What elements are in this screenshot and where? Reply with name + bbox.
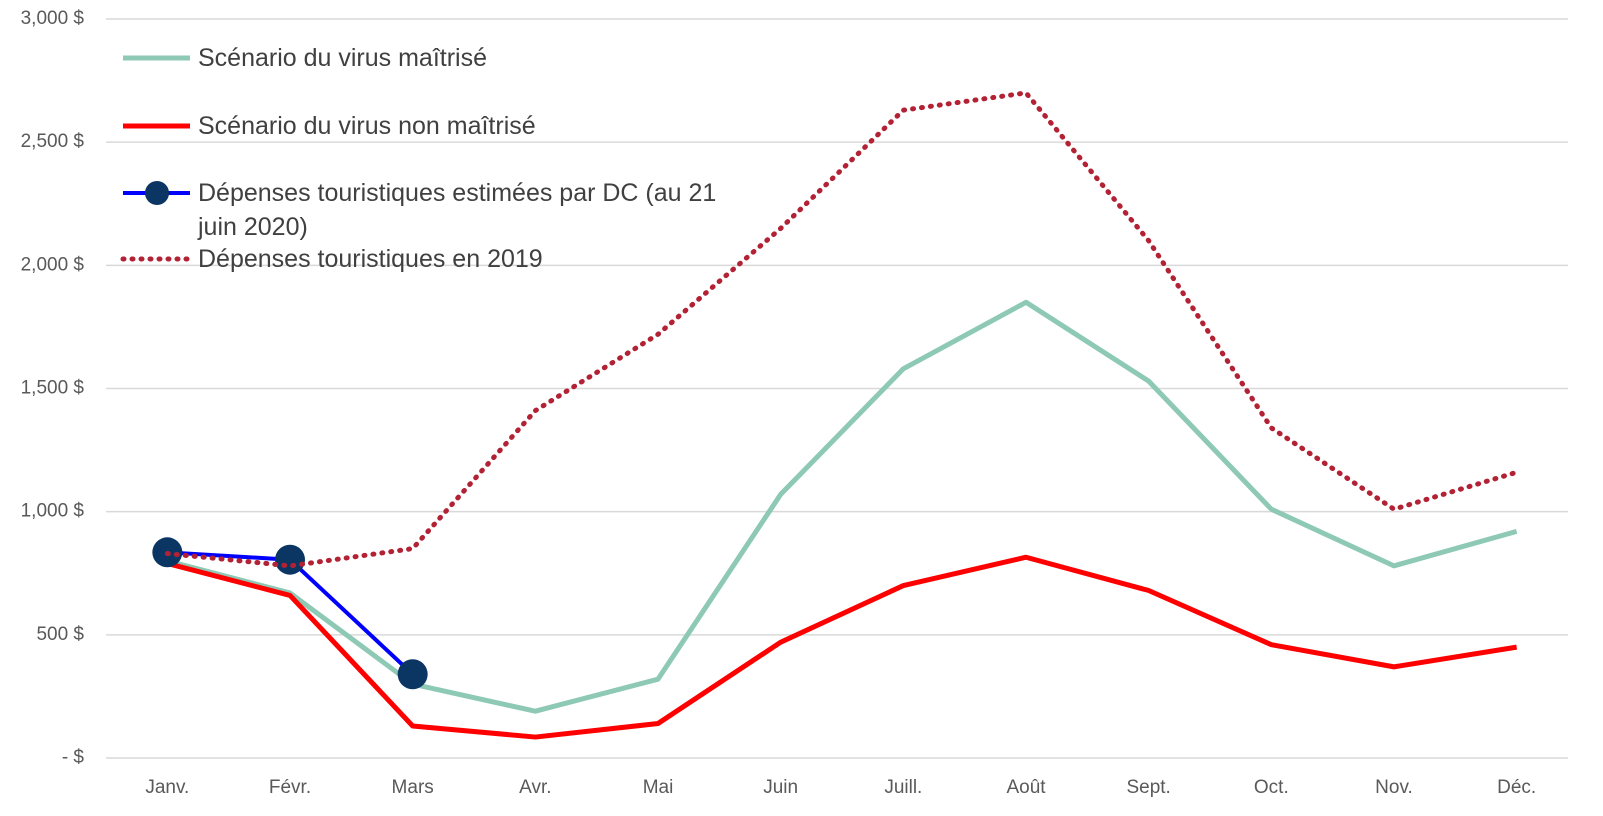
legend-marker [145,181,169,205]
x-tick-label: Mars [392,777,434,798]
x-tick-label: Juill. [884,777,922,798]
y-tick-label: 1,000 $ [21,501,85,522]
x-tick-label: Janv. [145,777,189,798]
y-tick-label: 2,500 $ [21,131,85,152]
x-tick-label: Févr. [269,777,311,798]
x-tick-label: Nov. [1375,777,1413,798]
legend-label: Scénario du virus non maîtrisé [198,112,536,140]
x-tick-label: Mai [643,777,674,798]
marker [275,544,305,575]
y-tick-label: - $ [62,747,85,768]
y-tick-label: 3,000 $ [21,8,85,29]
y-tick-label: 2,000 $ [21,254,85,275]
legend-label: Scénario du virus maîtrisé [198,44,488,72]
x-tick-label: Oct. [1254,777,1289,798]
marker [397,659,428,690]
series-line [166,554,1518,740]
x-tick-label: Déc. [1497,777,1536,798]
legend-label: Dépenses touristiques estimées par DC (a… [198,179,717,241]
x-tick-label: Août [1006,777,1046,798]
x-tick-label: Avr. [519,777,551,798]
x-tick-label: Sept. [1126,777,1170,798]
y-tick-label: 500 $ [36,624,84,645]
legend-label: Dépenses touristiques en 2019 [198,245,543,273]
x-tick-label: Juin [763,777,798,798]
y-tick-label: 1,500 $ [21,378,85,399]
series-line [164,90,1520,569]
series-line [166,299,1518,714]
